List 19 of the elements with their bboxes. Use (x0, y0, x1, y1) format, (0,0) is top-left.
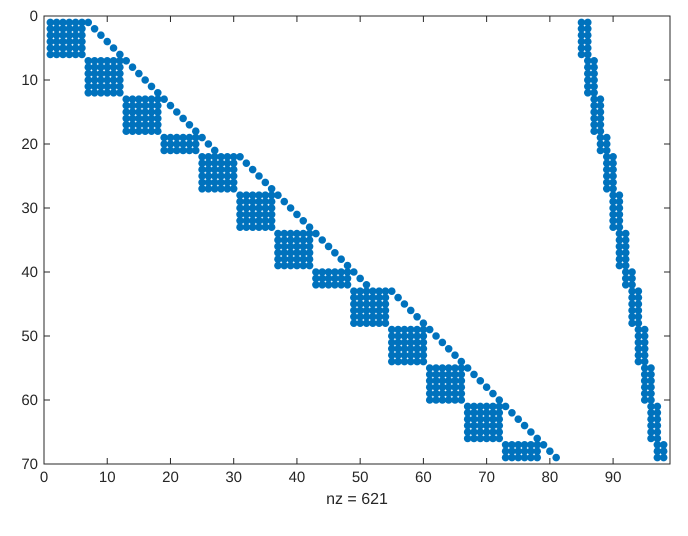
y-tick-label: 20 (21, 136, 38, 153)
x-tick-label: 30 (225, 469, 242, 486)
x-tick-label: 70 (478, 469, 495, 486)
y-tick-label: 0 (30, 8, 38, 25)
x-tick-label: 60 (415, 469, 432, 486)
x-tick-label: 10 (98, 469, 116, 486)
y-tick-label: 40 (21, 264, 38, 281)
x-tick-label: 50 (352, 469, 369, 486)
x-tick-label: 0 (40, 469, 48, 486)
x-tick-label: 80 (542, 469, 558, 486)
y-tick-label: 50 (21, 328, 38, 345)
x-tick-label: 40 (288, 469, 306, 486)
x-tick-label: 20 (162, 469, 179, 486)
x-axis-title: nz = 621 (326, 491, 388, 508)
y-tick-label: 70 (21, 456, 38, 473)
y-tick-label: 10 (21, 72, 38, 89)
y-tick-label: 60 (21, 392, 38, 409)
x-tick-label: 90 (604, 469, 622, 486)
y-tick-label: 30 (21, 200, 38, 217)
